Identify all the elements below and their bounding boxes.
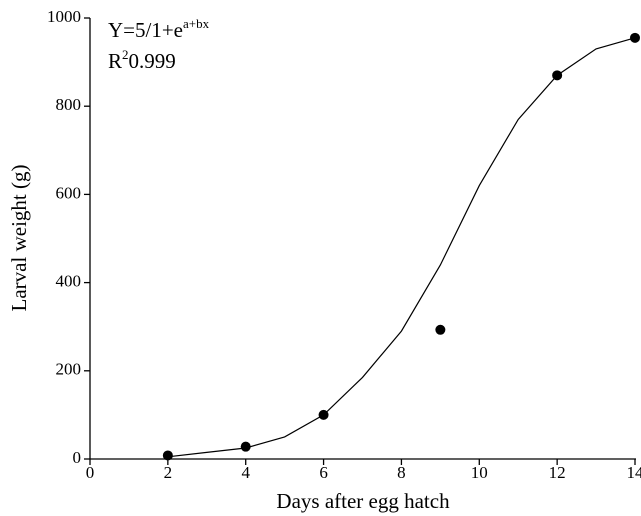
x-tick-label: 8 [397,463,406,482]
x-tick-label: 14 [627,463,641,482]
x-tick-label: 4 [241,463,250,482]
y-tick-label: 800 [56,95,82,114]
data-point [552,70,563,81]
r-squared-sup: 2 [122,47,129,62]
equation: Y=5/1+ea+bx [108,16,210,42]
y-tick-label: 600 [56,183,82,202]
r-squared-base: R [108,49,122,73]
x-axis-label: Days after egg hatch [276,489,450,513]
y-tick-label: 0 [73,448,82,467]
y-axis-label: Larval weight (g) [7,165,31,312]
x-tick-label: 6 [319,463,328,482]
y-tick-label: 200 [56,360,82,379]
r-squared-value: 0.999 [129,49,176,73]
data-point [435,324,446,335]
equation-sup: a+bx [183,16,210,31]
equation-base: Y=5/1+e [108,18,183,42]
r-squared: R20.999 [108,47,176,73]
data-point [240,441,251,452]
y-tick-label: 400 [56,272,82,291]
x-tick-label: 2 [164,463,173,482]
x-tick-label: 0 [86,463,95,482]
data-point [630,32,640,43]
data-point [318,409,329,420]
x-tick-label: 10 [471,463,488,482]
y-tick-label: 1000 [47,7,81,26]
fit-curve [167,37,636,458]
x-tick-label: 12 [549,463,566,482]
data-point [162,450,173,461]
